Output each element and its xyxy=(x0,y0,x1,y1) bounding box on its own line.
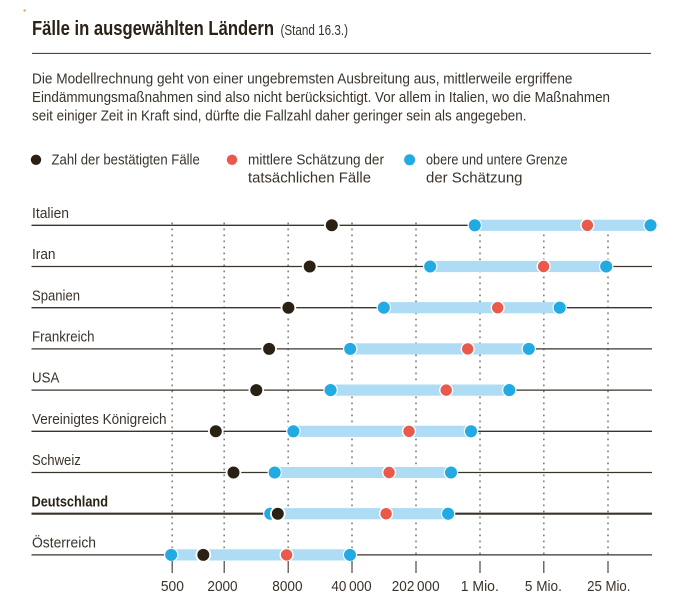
svg-text:mittlere Schätzung der: mittlere Schätzung der xyxy=(248,153,384,169)
svg-text:500: 500 xyxy=(161,578,184,595)
svg-text:Die Modellrechnung geht von ei: Die Modellrechnung geht von einer ungebr… xyxy=(32,72,573,88)
svg-text:Italien: Italien xyxy=(32,205,69,222)
svg-text:Iran: Iran xyxy=(32,246,56,263)
svg-text:der Schätzung: der Schätzung xyxy=(426,170,523,186)
svg-text:202 000: 202 000 xyxy=(392,578,440,595)
svg-text:2000: 2000 xyxy=(207,578,237,595)
svg-text:25 Mio.: 25 Mio. xyxy=(587,578,630,595)
svg-text:Zahl der bestätigten Fälle: Zahl der bestätigten Fälle xyxy=(52,153,200,169)
svg-text:5 Mio.: 5 Mio. xyxy=(525,578,562,595)
svg-text:Frankreich: Frankreich xyxy=(32,329,95,346)
svg-text:Spanien: Spanien xyxy=(32,287,80,304)
svg-text:Eindämmungsmaßnahmen sind also: Eindämmungsmaßnahmen sind also nicht ber… xyxy=(32,90,610,106)
svg-text:Deutschland: Deutschland xyxy=(32,493,109,510)
svg-text:40 000: 40 000 xyxy=(331,578,371,595)
svg-text:8000: 8000 xyxy=(272,578,302,595)
svg-text:USA: USA xyxy=(32,370,60,387)
svg-text:Vereinigtes Königreich: Vereinigtes Königreich xyxy=(32,411,167,428)
svg-text:tatsächlichen Fälle: tatsächlichen Fälle xyxy=(248,170,371,186)
svg-text:obere und untere Grenze: obere und untere Grenze xyxy=(426,153,568,169)
svg-text:Schweiz: Schweiz xyxy=(32,452,81,469)
svg-text:Österreich: Österreich xyxy=(32,534,96,552)
svg-text:(Stand 16.3.): (Stand 16.3.) xyxy=(281,22,349,39)
svg-text:Fälle in ausgewählten Ländern: Fälle in ausgewählten Ländern xyxy=(32,17,274,40)
svg-text:seit einiger Zeit in Kraft sin: seit einiger Zeit in Kraft sind, dürfte … xyxy=(32,108,527,124)
svg-text:1 Mio.: 1 Mio. xyxy=(461,578,499,595)
